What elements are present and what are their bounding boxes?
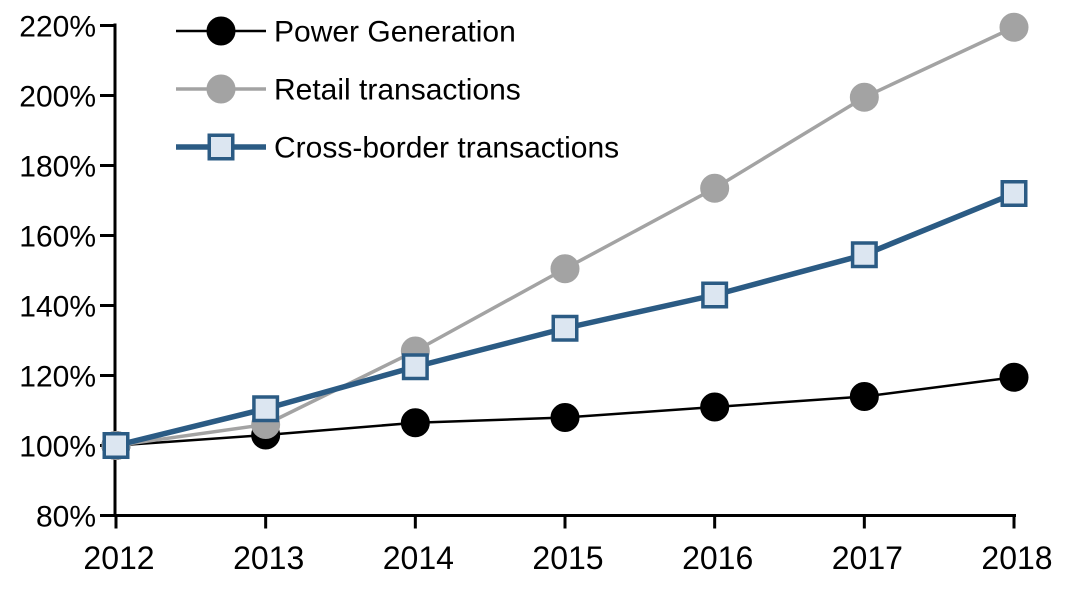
legend-marker-retail-transactions: [206, 74, 236, 104]
y-tick-label: 140%: [19, 291, 96, 324]
x-tick-label: 2018: [981, 540, 1052, 576]
x-tick-label: 2014: [383, 540, 454, 576]
series-marker-retail-transactions: [700, 173, 730, 203]
series-marker-cross-border-transactions: [850, 241, 878, 269]
y-tick-label: 160%: [19, 221, 96, 254]
y-tick-label: 120%: [19, 361, 96, 394]
series-marker-retail-transactions: [550, 254, 580, 284]
series-marker-cross-border-transactions: [102, 432, 130, 459]
legend-label-power-generation: Power Generation: [274, 16, 516, 49]
y-tick-label: 220%: [19, 11, 96, 44]
series-marker-retail-transactions: [999, 12, 1029, 42]
series-marker-cross-border-transactions: [401, 353, 429, 381]
legend-label-cross-border-transactions: Cross-border transactions: [274, 132, 619, 165]
series-marker-power-generation: [550, 403, 580, 432]
series-marker-cross-border-transactions: [701, 281, 729, 309]
x-tick-label: 2017: [832, 540, 903, 576]
series-marker-cross-border-transactions: [551, 314, 579, 342]
series-marker-power-generation: [849, 382, 879, 411]
legend-marker-cross-border-transactions: [207, 133, 235, 161]
y-tick-label: 200%: [19, 81, 96, 114]
series-marker-cross-border-transactions: [1000, 180, 1028, 207]
series-marker-power-generation: [700, 392, 730, 422]
series-marker-power-generation: [400, 408, 430, 438]
legend-marker-power-generation: [206, 16, 236, 46]
series-marker-retail-transactions: [849, 82, 879, 112]
legend-label-retail-transactions: Retail transactions: [274, 74, 521, 107]
x-tick-label: 2012: [83, 540, 154, 576]
series-marker-power-generation: [999, 362, 1029, 392]
series-marker-cross-border-transactions: [252, 395, 280, 423]
y-tick-label: 100%: [19, 431, 96, 464]
x-tick-label: 2013: [233, 540, 304, 576]
y-tick-label: 180%: [19, 151, 96, 184]
x-tick-label: 2015: [532, 540, 603, 576]
x-tick-label: 2016: [682, 540, 753, 576]
y-tick-label: 80%: [36, 501, 96, 534]
